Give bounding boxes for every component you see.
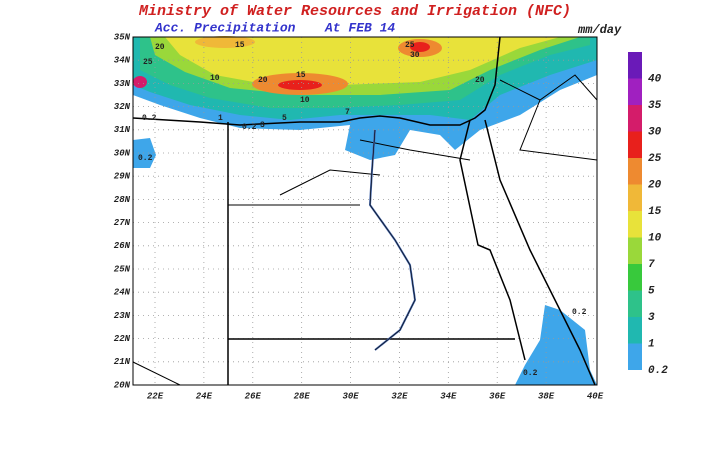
legend-swatch: [628, 158, 642, 185]
precip-area: [133, 138, 156, 168]
lat-label: 29N: [114, 172, 131, 182]
date: At FEB 14: [324, 20, 395, 35]
legend-label: 10: [648, 232, 662, 244]
legend-label: 1: [648, 338, 655, 350]
lat-label: 31N: [114, 125, 131, 135]
lat-label: 22N: [114, 334, 131, 344]
contour-label: 0.2: [142, 114, 157, 123]
legend-swatch: [628, 317, 642, 344]
contour-label: 3: [260, 121, 265, 130]
contour-label: 20: [258, 76, 268, 85]
contour-label: 0.2: [138, 154, 153, 163]
legend-label: 35: [648, 100, 662, 112]
coastline: [132, 36, 501, 126]
legend-swatch: [628, 105, 642, 132]
lat-label: 20N: [114, 380, 131, 390]
precip-area: [195, 36, 255, 48]
lon-label: 26E: [245, 391, 262, 401]
legend-label: 30: [648, 126, 662, 138]
contour-label: 0.2: [242, 123, 257, 132]
legend-swatch: [628, 184, 642, 211]
contour-label: 25: [405, 41, 415, 50]
legend-swatch: [628, 237, 642, 264]
lon-label: 38E: [538, 391, 555, 401]
legend-label: 40: [648, 73, 662, 85]
contour-label: 10: [300, 96, 310, 105]
legend-label: 0.2: [648, 365, 668, 377]
contour-label: 1: [218, 114, 223, 123]
contour-label: 0.2: [523, 369, 538, 378]
lat-label: 24N: [114, 288, 131, 298]
legend-label: 25: [648, 153, 662, 165]
lat-label: 23N: [114, 311, 131, 321]
legend-swatch: [628, 290, 642, 317]
legend-label: 7: [648, 259, 655, 271]
lon-label: 40E: [587, 391, 604, 401]
legend-swatch: [628, 264, 642, 291]
border: [132, 361, 181, 386]
border: [227, 122, 515, 385]
precip-area: [515, 305, 597, 385]
lat-label: 25N: [114, 264, 131, 274]
lat-label: 34N: [114, 56, 131, 66]
legend-swatch: [628, 52, 642, 79]
lon-label: 28E: [294, 391, 311, 401]
contour-label: 10: [210, 74, 220, 83]
lon-label: 32E: [391, 391, 408, 401]
legend-swatch: [628, 131, 642, 158]
contour-label: 7: [345, 108, 350, 117]
border: [228, 139, 471, 206]
subtitle: Acc. Precipitation: [154, 20, 296, 35]
contour-label: 15: [235, 41, 245, 50]
lat-label: 35N: [114, 32, 131, 42]
contour-label: 5: [282, 114, 287, 123]
contour-label: 20: [475, 76, 485, 85]
precip-area: [133, 76, 147, 88]
lat-label: 30N: [114, 148, 131, 158]
contour-label: 30: [410, 51, 420, 60]
lat-label: 32N: [114, 102, 131, 112]
lat-label: 33N: [114, 79, 131, 89]
map-frame: [132, 36, 598, 386]
legend-swatch: [628, 78, 642, 105]
contour-label: 0.2: [572, 308, 587, 317]
border: [499, 74, 598, 161]
legend-label: 20: [648, 179, 662, 191]
map: 20 25 15 10 7 5 3 1 0.2 15 10 20 25 30 2…: [132, 36, 598, 386]
legend-label: 3: [648, 312, 655, 324]
contour-label: 15: [296, 71, 306, 80]
legend-swatch: [628, 343, 642, 370]
precip-area: [410, 42, 430, 52]
contour-label: 25: [143, 58, 153, 67]
title: Ministry of Water Resources and Irrigati…: [138, 3, 571, 20]
lat-label: 21N: [114, 357, 131, 367]
lon-label: 22E: [147, 391, 164, 401]
legend-swatch: [628, 211, 642, 238]
borders: [132, 36, 598, 386]
coastline: [459, 119, 526, 361]
units: mm/day: [577, 23, 622, 37]
lon-label: 34E: [440, 391, 457, 401]
legend-label: 15: [648, 206, 662, 218]
precip-area: [278, 80, 322, 90]
lat-label: 28N: [114, 195, 131, 205]
contour-label: 20: [155, 43, 165, 52]
lon-label: 36E: [489, 391, 506, 401]
legend-label: 5: [648, 285, 655, 297]
precip-area: [165, 37, 560, 85]
nile: [369, 129, 416, 351]
lon-label: 24E: [196, 391, 213, 401]
lon-label: 30E: [342, 391, 359, 401]
lat-label: 27N: [114, 218, 131, 228]
lat-label: 26N: [114, 241, 131, 251]
coastline: [484, 119, 596, 386]
